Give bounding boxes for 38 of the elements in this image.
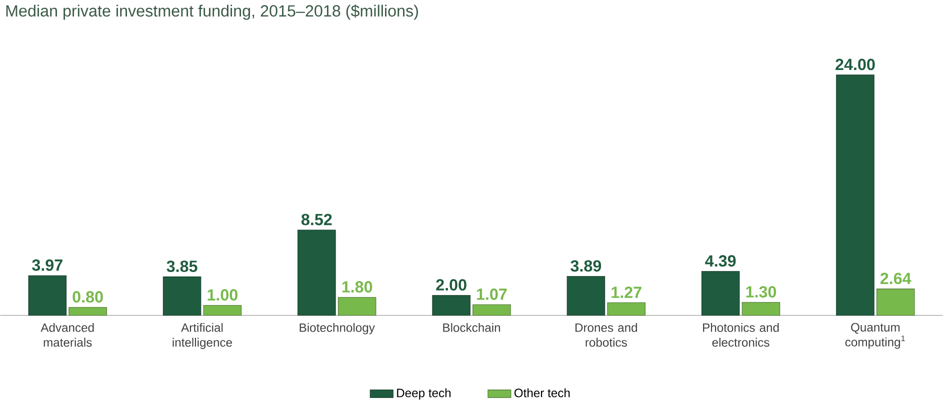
data-label: 3.97 [32, 260, 62, 272]
bar [28, 276, 67, 316]
x-tick-label: Artificial intelligence [172, 323, 232, 350]
bar [607, 302, 646, 316]
x-tick-label: Quantum computing$^{1}$ [845, 323, 905, 350]
bar [298, 230, 336, 316]
bar [742, 302, 780, 316]
data-label: 4.39 [705, 255, 736, 267]
data-label: 3.89 [570, 260, 602, 272]
data-label: 2.64 [880, 272, 912, 284]
bar [68, 307, 107, 316]
data-label: 0.80 [72, 291, 103, 303]
data-label: 8.52 [301, 214, 332, 226]
data-label: 2.00 [436, 279, 466, 291]
x-tick-label: Blockchain [443, 323, 500, 332]
bar [566, 276, 606, 316]
data-label: 1.07 [476, 288, 507, 300]
legend-label: Deep tech [397, 388, 451, 400]
x-tick-label: Drones and robotics [575, 323, 638, 347]
bar [203, 305, 242, 316]
bar [472, 304, 511, 316]
data-label: 1.00 [208, 289, 238, 301]
data-label: 24.00 [836, 58, 875, 70]
bar [876, 288, 915, 316]
x-tick-label: Advanced materials [40, 323, 94, 347]
data-label: 1.30 [746, 286, 776, 298]
bar [836, 74, 874, 316]
bar [701, 271, 740, 316]
bar [162, 276, 202, 316]
bar [432, 295, 470, 316]
legend-label: Other tech [514, 388, 570, 398]
x-tick-label: Biotechnology [300, 323, 375, 335]
chart-title: Median private investment funding, 2015–2018 ($millions) [6, 4, 418, 20]
data-label: 1.27 [612, 286, 642, 298]
bar [338, 297, 376, 316]
data-label: 1.80 [342, 281, 372, 293]
x-tick-label: Photonics and electronics [703, 323, 779, 347]
data-label: 3.85 [166, 260, 198, 272]
